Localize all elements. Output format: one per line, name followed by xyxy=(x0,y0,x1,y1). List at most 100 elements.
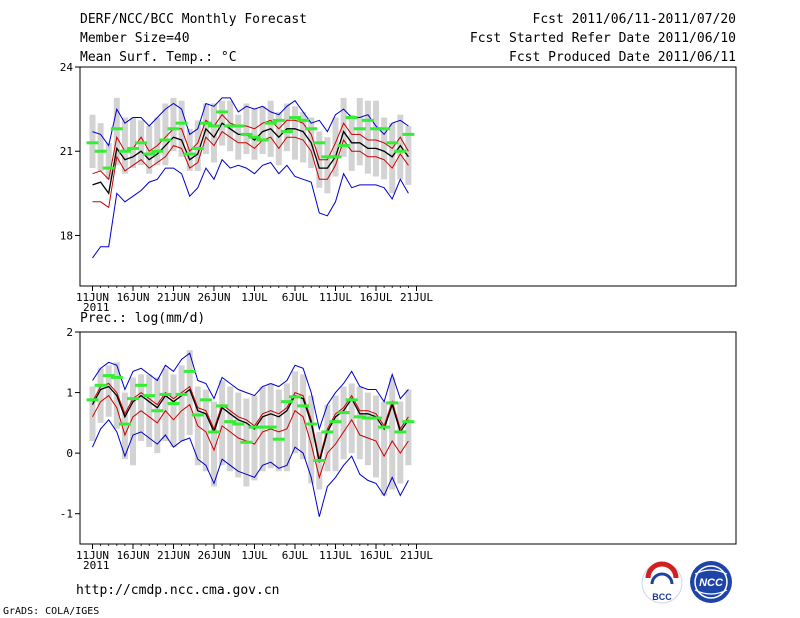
precipitation-ensemble-marker xyxy=(337,411,350,415)
temperature-ensemble-marker xyxy=(143,152,156,156)
precipitation-ensemble-marker xyxy=(305,422,318,426)
precipitation-ensemble-marker xyxy=(361,416,374,420)
temperature-spread-box xyxy=(154,117,161,166)
forecast-period: Fcst 2011/06/11-2011/07/20 xyxy=(533,12,737,27)
precipitation-spread-box xyxy=(251,395,258,481)
precipitation-spread-box xyxy=(235,392,242,478)
precipitation-x-tick-label: 1JUL xyxy=(241,549,268,562)
temperature-spread-box xyxy=(364,100,371,174)
temperature-spread-box xyxy=(170,97,177,152)
temperature-x-tick-label: 16JUN xyxy=(116,291,149,304)
precipitation-spread-box xyxy=(340,386,347,460)
precipitation-spread-box xyxy=(348,383,355,454)
precipitation-spread-box xyxy=(162,368,169,442)
precipitation-spread-box xyxy=(97,368,104,423)
temperature-ensemble-marker xyxy=(297,118,310,122)
precipitation-ensemble-marker xyxy=(394,430,407,434)
temperature-ensemble-marker xyxy=(110,127,123,131)
temperature-spread-box xyxy=(211,103,217,163)
precipitation-upper-outer-line xyxy=(92,352,409,431)
temperature-x-tick-label: 21JUN xyxy=(157,291,190,304)
temperature-ensemble-marker xyxy=(248,135,261,139)
precipitation-ensemble-marker xyxy=(208,430,220,434)
temperature-ensemble-marker xyxy=(102,166,115,170)
precipitation-spread-box xyxy=(405,389,412,466)
temperature-ensemble-marker xyxy=(224,124,237,128)
precipitation-x-tick-label: 11JUN xyxy=(76,549,109,562)
member-size: Member Size=40 xyxy=(80,31,190,46)
temperature-ensemble-marker xyxy=(86,141,99,145)
precipitation-y-tick-label: 1 xyxy=(66,387,73,400)
precipitation-ensemble-marker xyxy=(224,420,237,424)
precipitation-ensemble-marker xyxy=(321,430,334,434)
precipitation-spread-box xyxy=(397,401,404,484)
temperature-ensemble-marker xyxy=(272,118,285,122)
precipitation-ensemble-marker xyxy=(248,425,261,429)
precipitation-spread-box xyxy=(381,401,388,496)
temperature-ensemble-marker xyxy=(208,124,220,128)
precipitation-ensemble-marker xyxy=(135,383,148,387)
temperature-spread-box xyxy=(356,97,363,166)
precipitation-ensemble-marker xyxy=(378,425,391,429)
precipitation-x-tick-label: 16JUN xyxy=(116,549,149,562)
precipitation-ensemble-marker xyxy=(143,394,156,398)
temperature-lower-outer-line xyxy=(92,158,409,259)
precipitation-x-tick-label: 6JUL xyxy=(282,549,309,562)
temperature-markers xyxy=(86,110,415,170)
precipitation-label: Prec.: log(mm/d) xyxy=(80,311,205,326)
temperature-ensemble-marker xyxy=(361,118,374,122)
grads-credit: GrADS: COLA/IGES xyxy=(3,606,99,617)
temperature-ensemble-marker xyxy=(191,146,204,150)
precipitation-ensemble-marker xyxy=(232,422,245,426)
precipitation-spread-box xyxy=(138,374,145,442)
temperature-spread-box xyxy=(194,120,201,171)
precipitation-spread-box xyxy=(154,377,161,454)
precipitation-ensemble-marker xyxy=(345,398,358,402)
precipitation-markers xyxy=(86,369,415,462)
temperature-spread-box xyxy=(162,103,169,166)
temperature-ensemble-marker xyxy=(151,149,164,153)
temperature-ensemble-marker xyxy=(321,155,334,159)
produced-date: Fcst Produced Date 2011/06/11 xyxy=(509,50,736,65)
precipitation-ensemble-marker xyxy=(280,400,293,404)
precipitation-ensemble-marker xyxy=(386,401,399,405)
precipitation-ensemble-marker xyxy=(102,374,115,378)
precipitation-spread-box xyxy=(146,374,153,448)
temperature-lower-inner-line xyxy=(92,130,409,209)
precipitation-spread-box xyxy=(170,374,177,448)
precipitation-ensemble-marker xyxy=(175,392,188,396)
precipitation-x-tick-label: 26JUN xyxy=(197,549,230,562)
temperature-ensemble-marker xyxy=(289,116,301,120)
precipitation-spread-box xyxy=(211,401,217,487)
bcc-logo-text: BCC xyxy=(652,592,672,602)
temperature-ensemble-marker xyxy=(94,149,107,153)
precipitation-ensemble-marker xyxy=(191,413,204,417)
temperature-spread-box xyxy=(97,123,104,171)
temperature-spread-box xyxy=(235,114,242,160)
temperature-ensemble-marker xyxy=(394,149,407,153)
temperature-ensemble-marker xyxy=(183,152,196,156)
precipitation-x-tick-label: 16JUL xyxy=(359,549,392,562)
temperature-ensemble-marker xyxy=(159,138,172,142)
forecast-title: DERF/NCC/BCC Monthly Forecast xyxy=(80,12,307,27)
precipitation-spread-box xyxy=(356,386,363,460)
precipitation-year-label: 2011 xyxy=(83,559,110,572)
temperature-ensemble-marker xyxy=(118,149,131,153)
temperature-ensemble-marker xyxy=(337,144,350,148)
temperature-spread-box xyxy=(259,106,266,155)
precipitation-spread-box xyxy=(105,365,112,417)
precipitation-spread-box xyxy=(324,404,331,472)
temperature-spread-box xyxy=(300,111,307,163)
precipitation-spread-box xyxy=(202,389,209,472)
precipitation-spread-box xyxy=(308,395,315,484)
temperature-ensemble-marker xyxy=(175,121,188,125)
precipitation-spread-box xyxy=(178,365,185,442)
temperature-spread-box xyxy=(283,103,290,152)
footer-url[interactable]: http://cmdp.ncc.cma.gov.cn xyxy=(76,583,280,598)
precipitation-ensemble-marker xyxy=(313,458,326,462)
temperature-spread-box xyxy=(113,97,120,166)
ncc-logo-text: NCC xyxy=(699,577,724,589)
precipitation-spread-box xyxy=(364,392,371,466)
precipitation-x-tick-label: 21JUL xyxy=(400,549,433,562)
precipitation-spread-box xyxy=(186,350,193,435)
